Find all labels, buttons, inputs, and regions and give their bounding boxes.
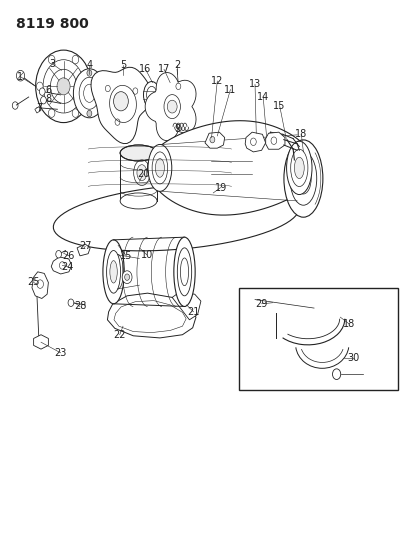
Text: 1: 1 bbox=[18, 72, 23, 82]
Circle shape bbox=[48, 109, 55, 117]
Text: 17: 17 bbox=[157, 64, 170, 74]
Polygon shape bbox=[145, 72, 196, 141]
Polygon shape bbox=[51, 257, 72, 274]
Text: 15: 15 bbox=[273, 101, 285, 110]
Ellipse shape bbox=[294, 157, 303, 179]
Ellipse shape bbox=[143, 82, 160, 108]
Ellipse shape bbox=[110, 261, 117, 283]
Ellipse shape bbox=[286, 141, 311, 195]
Circle shape bbox=[40, 96, 46, 104]
Text: 16: 16 bbox=[139, 64, 151, 74]
Text: 2: 2 bbox=[173, 60, 180, 70]
Text: 7: 7 bbox=[36, 103, 42, 112]
Circle shape bbox=[87, 70, 92, 76]
Text: 9: 9 bbox=[174, 124, 180, 134]
Ellipse shape bbox=[120, 145, 157, 161]
Text: 20: 20 bbox=[137, 169, 149, 179]
Text: 10: 10 bbox=[140, 250, 153, 260]
Circle shape bbox=[113, 92, 128, 111]
Text: 29: 29 bbox=[255, 299, 267, 309]
Circle shape bbox=[167, 100, 177, 113]
Polygon shape bbox=[107, 293, 196, 338]
Polygon shape bbox=[32, 272, 48, 298]
Circle shape bbox=[16, 70, 25, 81]
Text: 28: 28 bbox=[74, 302, 86, 311]
Text: 3: 3 bbox=[49, 59, 55, 69]
Polygon shape bbox=[34, 335, 48, 349]
Circle shape bbox=[39, 88, 45, 95]
Text: 21: 21 bbox=[187, 307, 199, 317]
Text: 23: 23 bbox=[54, 348, 67, 358]
Ellipse shape bbox=[155, 159, 164, 177]
Circle shape bbox=[84, 82, 90, 91]
Polygon shape bbox=[91, 67, 151, 143]
Ellipse shape bbox=[137, 165, 146, 181]
Bar bbox=[238, 288, 397, 390]
Ellipse shape bbox=[295, 163, 310, 194]
Polygon shape bbox=[147, 120, 315, 215]
Text: 4: 4 bbox=[86, 60, 92, 70]
Text: 26: 26 bbox=[63, 251, 75, 261]
Circle shape bbox=[332, 369, 340, 379]
Polygon shape bbox=[53, 184, 299, 251]
Ellipse shape bbox=[283, 140, 322, 217]
Circle shape bbox=[175, 83, 180, 90]
Text: 19: 19 bbox=[214, 183, 226, 192]
Circle shape bbox=[36, 82, 43, 91]
Text: 5: 5 bbox=[119, 60, 126, 70]
Text: 13: 13 bbox=[248, 79, 261, 89]
Text: 12: 12 bbox=[211, 76, 223, 86]
Circle shape bbox=[209, 136, 214, 143]
Circle shape bbox=[72, 55, 79, 64]
Circle shape bbox=[37, 280, 43, 288]
Ellipse shape bbox=[173, 237, 195, 306]
Text: 22: 22 bbox=[113, 330, 126, 340]
Text: 27: 27 bbox=[79, 241, 91, 251]
Text: 18: 18 bbox=[342, 319, 355, 329]
Circle shape bbox=[87, 110, 92, 117]
Circle shape bbox=[48, 55, 55, 64]
Ellipse shape bbox=[103, 240, 124, 304]
Circle shape bbox=[36, 50, 91, 123]
Polygon shape bbox=[204, 132, 224, 148]
Text: 18: 18 bbox=[294, 130, 307, 139]
Text: 15: 15 bbox=[120, 251, 132, 261]
Circle shape bbox=[72, 109, 79, 117]
Ellipse shape bbox=[120, 193, 157, 209]
Text: 8119 800: 8119 800 bbox=[16, 17, 89, 31]
Polygon shape bbox=[245, 132, 265, 152]
Text: 25: 25 bbox=[27, 278, 40, 287]
Circle shape bbox=[56, 251, 61, 258]
Polygon shape bbox=[77, 244, 90, 256]
Circle shape bbox=[68, 299, 74, 306]
Polygon shape bbox=[265, 132, 284, 149]
Text: 6: 6 bbox=[45, 85, 51, 94]
Ellipse shape bbox=[73, 69, 105, 118]
Polygon shape bbox=[172, 292, 200, 320]
Text: 30: 30 bbox=[346, 353, 359, 363]
Text: 24: 24 bbox=[61, 262, 74, 271]
Ellipse shape bbox=[148, 144, 171, 191]
Polygon shape bbox=[35, 107, 41, 113]
Text: 14: 14 bbox=[256, 92, 269, 102]
Circle shape bbox=[124, 274, 129, 280]
Text: 11: 11 bbox=[224, 85, 236, 94]
Circle shape bbox=[57, 78, 70, 95]
Text: 8: 8 bbox=[45, 94, 51, 103]
Circle shape bbox=[122, 271, 132, 284]
